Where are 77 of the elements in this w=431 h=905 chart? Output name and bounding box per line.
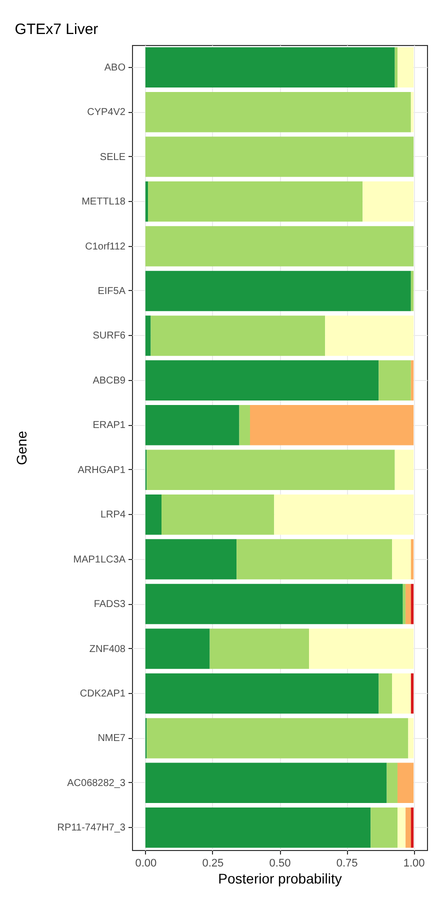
y-tick-label: AC068282_3 bbox=[67, 778, 126, 789]
bar bbox=[309, 628, 414, 669]
bar bbox=[150, 316, 326, 356]
bar bbox=[378, 360, 411, 401]
bar bbox=[145, 628, 210, 669]
bar bbox=[410, 539, 414, 580]
bar bbox=[398, 47, 414, 88]
bar bbox=[408, 718, 414, 758]
bar bbox=[145, 181, 148, 222]
y-tick-label: ARHGAP1 bbox=[78, 464, 126, 476]
bar bbox=[236, 539, 392, 580]
bar bbox=[145, 270, 411, 312]
y-tick-label: ABO bbox=[104, 62, 126, 74]
y-tick-label: METTL18 bbox=[82, 196, 126, 208]
bar bbox=[410, 92, 414, 132]
bar bbox=[392, 673, 411, 714]
bar bbox=[148, 181, 363, 222]
bar bbox=[250, 405, 414, 446]
bar bbox=[145, 360, 379, 401]
bar bbox=[394, 450, 414, 490]
bar bbox=[145, 92, 411, 132]
chart-title: GTEx7 Liver bbox=[14, 21, 98, 38]
y-axis-title: Gene bbox=[13, 430, 30, 466]
bar bbox=[362, 181, 414, 222]
bar bbox=[410, 673, 414, 714]
bar bbox=[145, 405, 240, 446]
bar bbox=[386, 762, 398, 804]
y-tick-label: ERAP1 bbox=[92, 420, 126, 432]
bar bbox=[398, 808, 406, 848]
bar bbox=[392, 539, 411, 580]
bar bbox=[410, 808, 414, 848]
bar bbox=[146, 718, 408, 758]
y-tick-label: RP11-747H7_3 bbox=[57, 822, 126, 834]
bar bbox=[210, 628, 309, 669]
bar bbox=[406, 808, 411, 848]
bar bbox=[145, 539, 237, 580]
bar bbox=[145, 584, 403, 624]
bar bbox=[402, 584, 406, 624]
y-tick-label: SELE bbox=[100, 152, 126, 163]
bar bbox=[145, 316, 151, 356]
bar bbox=[406, 584, 411, 624]
bar bbox=[145, 673, 379, 714]
bar bbox=[410, 584, 414, 624]
bar bbox=[239, 405, 250, 446]
x-tick-label: 1.00 bbox=[403, 858, 425, 870]
bar bbox=[145, 47, 395, 88]
y-tick-label: ABCB9 bbox=[92, 375, 126, 386]
bar bbox=[145, 762, 387, 804]
y-tick-label: CYP4V2 bbox=[87, 107, 126, 118]
y-tick-label: FADS3 bbox=[94, 599, 126, 610]
y-tick-label: C1orf112 bbox=[85, 241, 126, 252]
bar bbox=[145, 808, 371, 848]
x-tick-label: 0.75 bbox=[336, 858, 358, 870]
bar bbox=[145, 494, 162, 535]
bar bbox=[325, 316, 414, 356]
y-tick-label: MAP1LC3A bbox=[73, 554, 126, 566]
y-tick-label: EIF5A bbox=[98, 286, 126, 297]
bar bbox=[370, 808, 398, 848]
y-tick-label: SURF6 bbox=[92, 330, 126, 342]
bar bbox=[274, 494, 414, 535]
y-tick-label: NME7 bbox=[98, 733, 126, 744]
bar bbox=[378, 673, 392, 714]
bar bbox=[410, 270, 414, 312]
y-tick-label: ZNF408 bbox=[89, 644, 126, 655]
bar bbox=[146, 450, 395, 490]
x-tick-label: 0.50 bbox=[269, 858, 291, 870]
bar bbox=[145, 136, 414, 177]
bar bbox=[410, 360, 414, 401]
bar bbox=[145, 226, 414, 266]
x-axis-title: Posterior probability bbox=[218, 870, 342, 886]
y-tick-label: CDK2AP1 bbox=[80, 688, 126, 700]
bar bbox=[394, 47, 398, 88]
x-tick-label: 0.00 bbox=[135, 858, 157, 870]
bar bbox=[398, 762, 414, 804]
y-tick-label: LRP4 bbox=[100, 510, 126, 521]
x-tick-label: 0.25 bbox=[202, 858, 224, 870]
bar bbox=[162, 494, 274, 535]
